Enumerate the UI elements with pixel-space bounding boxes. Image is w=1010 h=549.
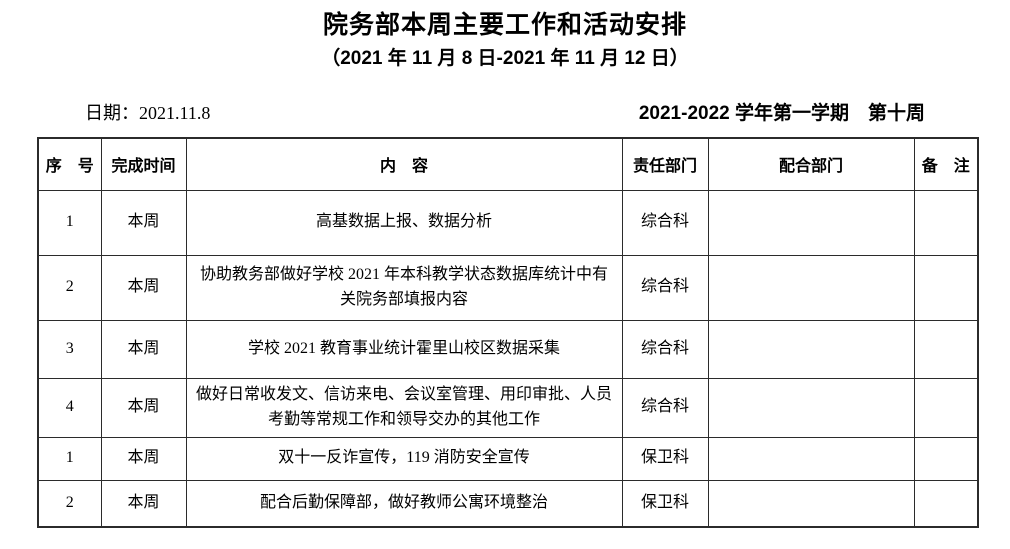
cell-responsible: 综合科 (621, 254, 709, 321)
cell-no: 2 (37, 254, 102, 321)
cell-remarks (913, 319, 979, 379)
cell-content: 配合后勤保障部，做好教师公寓环境整治 (185, 479, 623, 528)
cell-content: 双十一反诈宣传，119 消防安全宣传 (185, 436, 623, 481)
table-row: 2 本周 配合后勤保障部，做好教师公寓环境整治 保卫科 (37, 479, 979, 528)
cell-time: 本周 (100, 436, 187, 481)
cell-cooperating (707, 479, 915, 528)
cell-cooperating (707, 377, 915, 438)
cell-time: 本周 (100, 319, 187, 379)
table-row: 1 本周 高基数据上报、数据分析 综合科 (37, 189, 979, 256)
cell-no: 4 (37, 377, 102, 438)
cell-responsible: 综合科 (621, 189, 709, 256)
cell-time: 本周 (100, 189, 187, 256)
table-row: 1 本周 双十一反诈宣传，119 消防安全宣传 保卫科 (37, 436, 979, 481)
cell-cooperating (707, 254, 915, 321)
cell-content: 高基数据上报、数据分析 (185, 189, 623, 256)
cell-remarks (913, 377, 979, 438)
page-subtitle: （2021 年 11 月 8 日-2021 年 11 月 12 日） (321, 48, 689, 70)
cell-responsible: 综合科 (621, 319, 709, 379)
table-row: 3 本周 学校 2021 教育事业统计霍里山校区数据采集 综合科 (37, 319, 979, 379)
table-row: 2 本周 协助教务部做好学校 2021 年本科教学状态数据库统计中有关院务部填报… (37, 254, 979, 321)
col-header-cooperating: 配合部门 (707, 137, 915, 191)
cell-time: 本周 (100, 479, 187, 528)
cell-content: 协助教务部做好学校 2021 年本科教学状态数据库统计中有关院务部填报内容 (185, 254, 623, 321)
semester-week-label: 2021-2022 学年第一学期 第十周 (638, 103, 925, 125)
page-title: 院务部本周主要工作和活动安排 (322, 11, 687, 39)
cell-remarks (913, 479, 979, 528)
cell-responsible: 保卫科 (621, 436, 709, 481)
cell-remarks (913, 436, 979, 481)
table-header-row: 序 号 完成时间 内 容 责任部门 配合部门 备 注 (37, 137, 979, 191)
date-label: 日期：2021.11.8 (85, 103, 211, 124)
table-row: 4 本周 做好日常收发文、信访来电、会议室管理、用印审批、人员考勤等常规工作和领… (37, 377, 979, 438)
cell-content: 做好日常收发文、信访来电、会议室管理、用印审批、人员考勤等常规工作和领导交办的其… (185, 377, 623, 438)
cell-responsible: 综合科 (621, 377, 709, 438)
cell-remarks (913, 254, 979, 321)
cell-content: 学校 2021 教育事业统计霍里山校区数据采集 (185, 319, 623, 379)
col-header-remarks: 备 注 (913, 137, 979, 191)
meta-row: 日期：2021.11.8 2021-2022 学年第一学期 第十周 (37, 98, 977, 125)
cell-no: 3 (37, 319, 102, 379)
cell-no: 1 (37, 436, 102, 481)
cell-no: 2 (37, 479, 102, 528)
cell-remarks (913, 189, 979, 256)
col-header-content: 内 容 (185, 137, 623, 191)
cell-cooperating (707, 319, 915, 379)
schedule-table: 序 号 完成时间 内 容 责任部门 配合部门 备 注 1 本周 高基数据上报、数… (37, 137, 979, 529)
col-header-no: 序 号 (37, 137, 102, 191)
cell-time: 本周 (100, 254, 187, 321)
col-header-responsible: 责任部门 (621, 137, 709, 191)
cell-cooperating (707, 189, 915, 256)
cell-time: 本周 (100, 377, 187, 438)
cell-no: 1 (37, 189, 102, 256)
cell-cooperating (707, 436, 915, 481)
col-header-time: 完成时间 (100, 137, 187, 191)
cell-responsible: 保卫科 (621, 479, 709, 528)
